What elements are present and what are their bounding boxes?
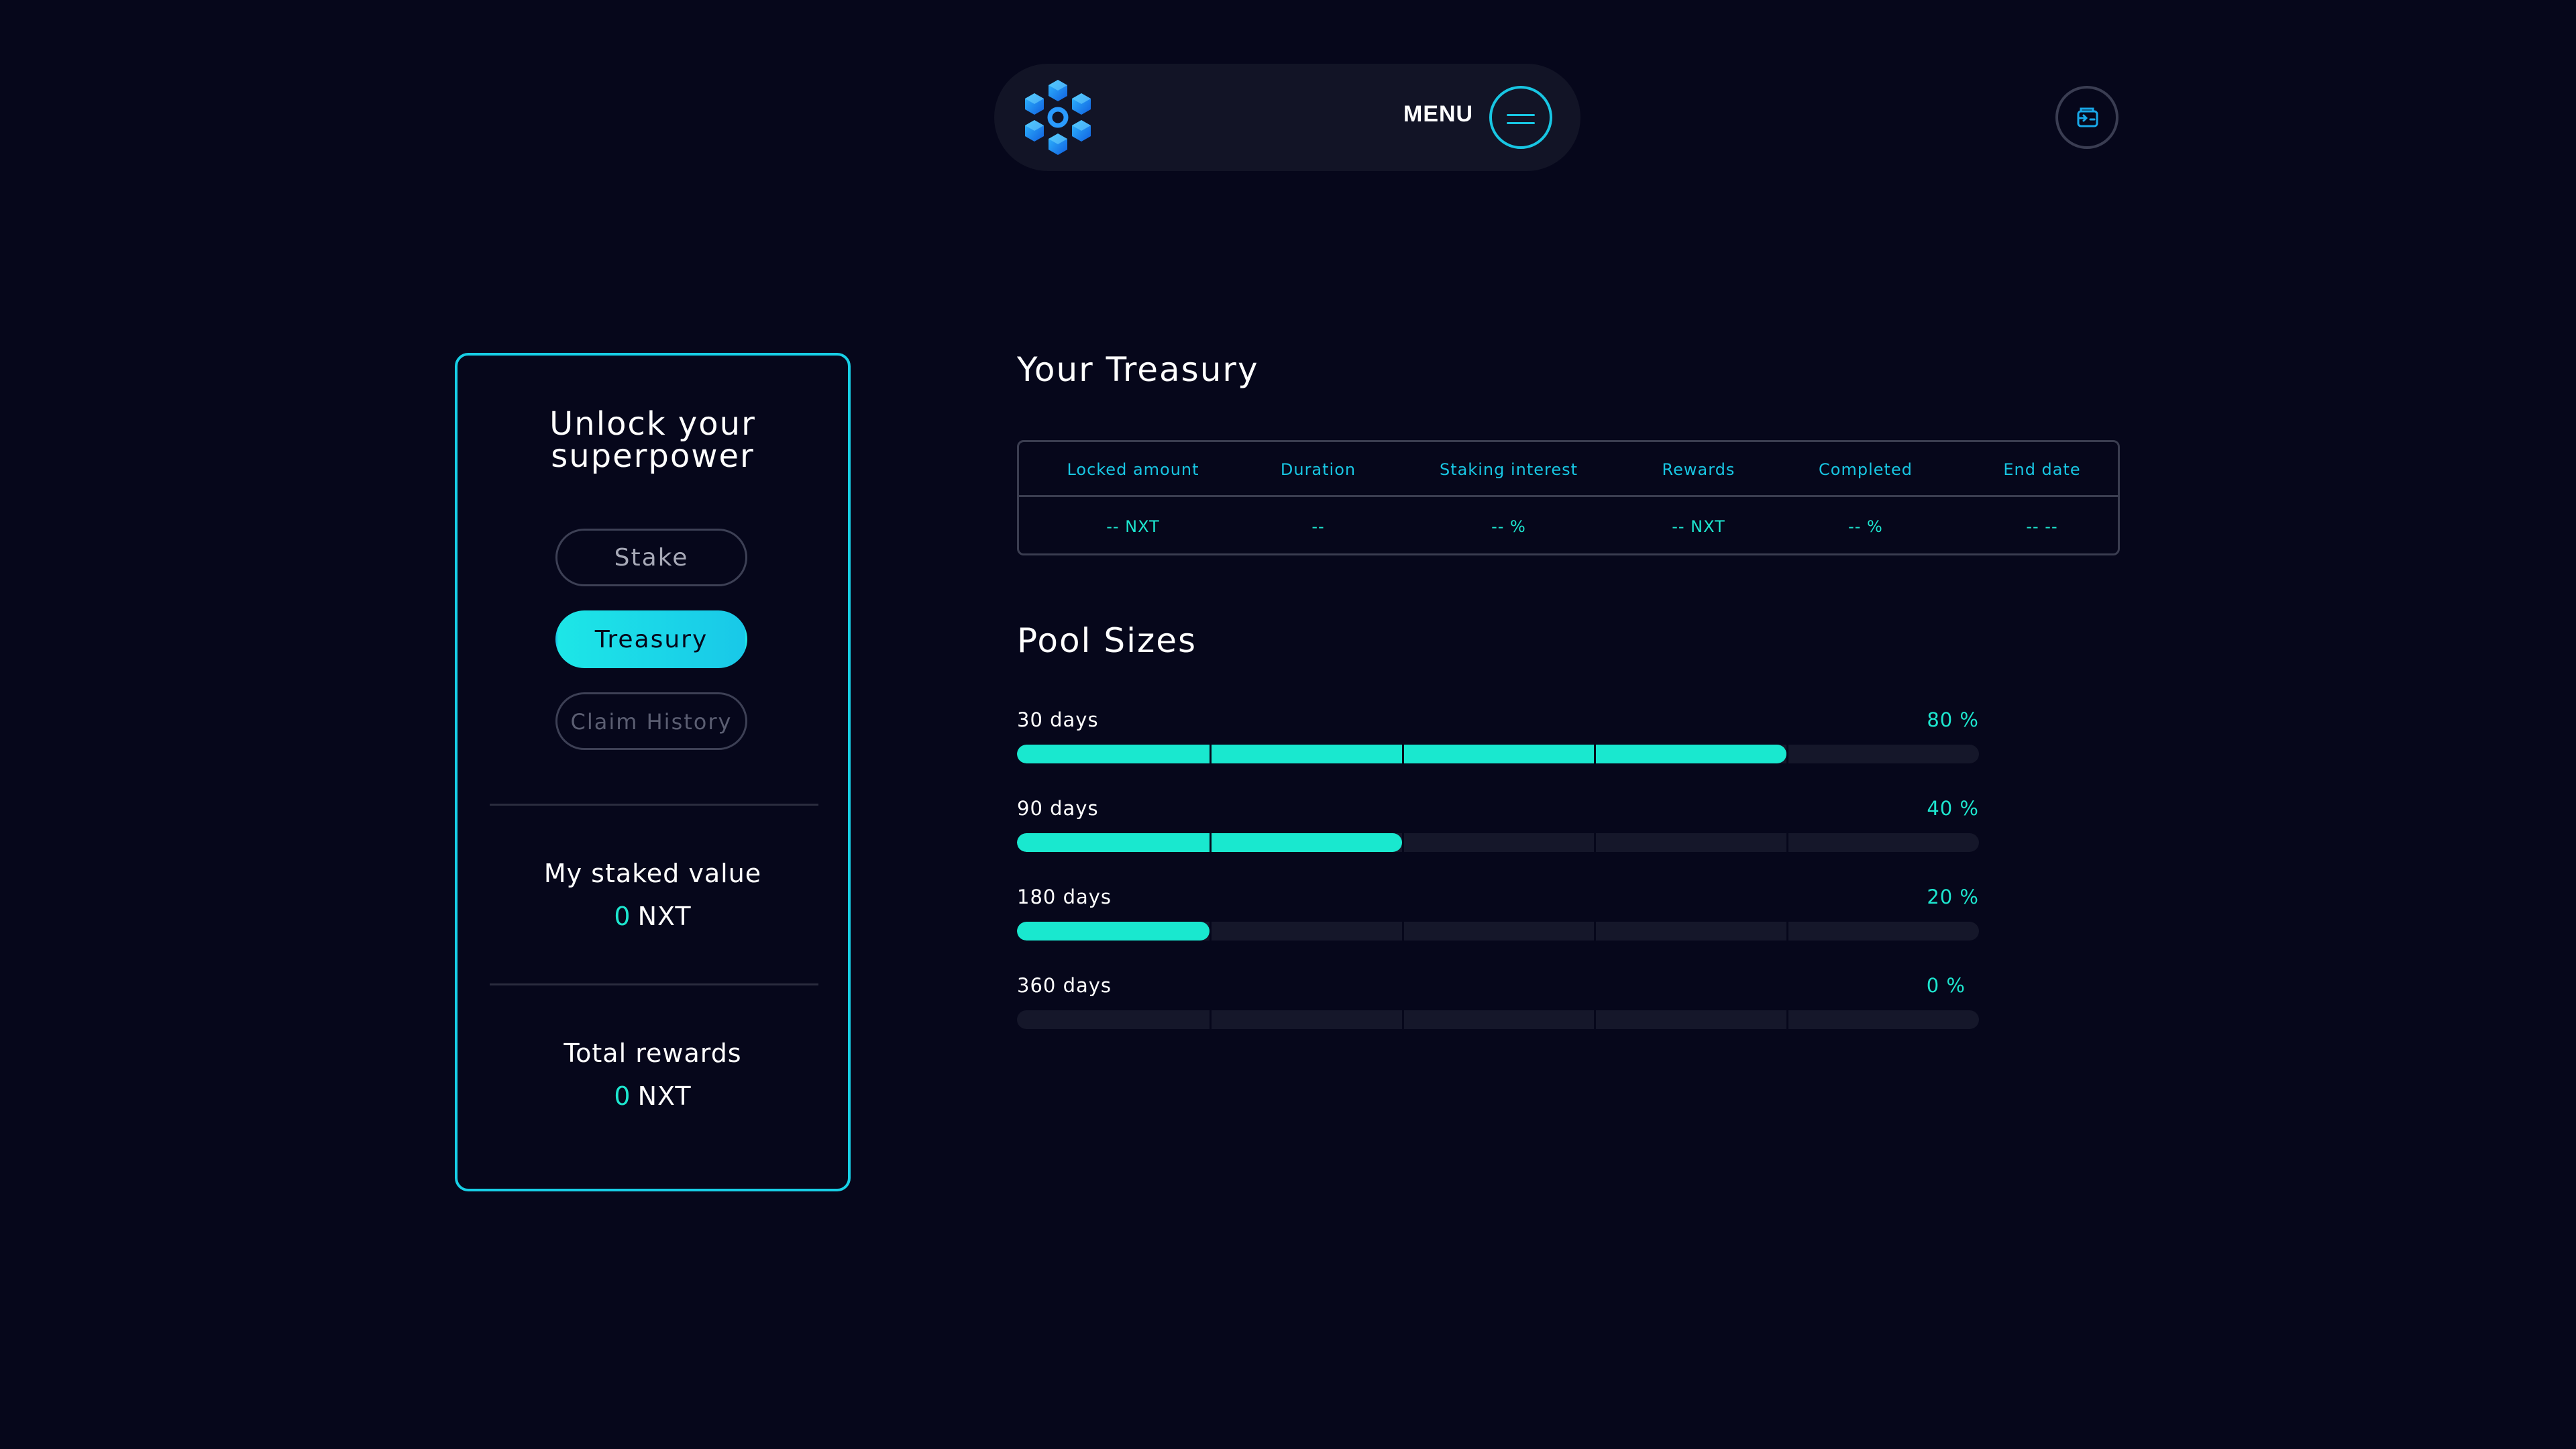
cell-rewards: -- NXT [1672, 517, 1725, 536]
table-header-row: Locked amount Duration Staking interest … [1019, 442, 2118, 497]
hamburger-icon-line [1507, 122, 1535, 124]
pool-percent: 40 % [1927, 797, 1979, 820]
column-header-completed: Completed [1819, 460, 1913, 479]
pool-progress-fill [1017, 833, 1402, 852]
cell-completed: -- % [1848, 517, 1883, 536]
hexagon-cubes-logo-icon[interactable] [1018, 77, 1098, 158]
pool-segment-separator [1594, 745, 1596, 763]
cell-end-date: -- -- [2026, 517, 2058, 536]
pool-label: 30 days [1017, 708, 1099, 731]
pool-progress-bar [1017, 1010, 1979, 1029]
pool-segment-separator [1786, 1010, 1788, 1029]
treasury-table: Locked amount Duration Staking interest … [1017, 440, 2120, 555]
staked-value-label: My staked value [543, 859, 762, 888]
pool-90-days: 90 days 40 % [1017, 797, 1979, 864]
column-header-end-date: End date [2003, 460, 2081, 479]
total-rewards-value: 0 NXT [458, 1081, 848, 1111]
wallet-icon [2077, 107, 2098, 127]
column-header-staking-interest: Staking interest [1439, 460, 1578, 479]
pool-progress-bar [1017, 922, 1979, 941]
cell-duration: -- [1311, 517, 1325, 536]
staked-value: 0 NXT [458, 902, 848, 931]
column-header-rewards: Rewards [1662, 460, 1735, 479]
treasury-section-title: Your Treasury [1017, 350, 1259, 389]
divider [490, 804, 818, 806]
pool-progress-bar [1017, 833, 1979, 852]
stake-navigation-panel: Unlock your superpower Stake Treasury Cl… [455, 353, 851, 1191]
pool-segment-separator [1594, 922, 1596, 941]
total-rewards-number: 0 [614, 1081, 631, 1111]
pool-progress-fill [1017, 922, 1210, 941]
pool-segment-separator [1594, 833, 1596, 852]
total-rewards-label: Total rewards [564, 1038, 742, 1068]
pool-segment-separator [1210, 833, 1212, 852]
pool-30-days: 30 days 80 % [1017, 708, 1979, 775]
pool-label: 180 days [1017, 885, 1112, 908]
pool-segment-separator [1786, 922, 1788, 941]
pool-progress-bar [1017, 745, 1979, 763]
pool-segment-separator [1402, 745, 1404, 763]
cell-locked-amount: -- NXT [1106, 517, 1160, 536]
pool-sizes-title: Pool Sizes [1017, 621, 1197, 660]
pool-180-days: 180 days 20 % [1017, 885, 1979, 953]
pool-segment-separator [1786, 833, 1788, 852]
column-header-locked-amount: Locked amount [1067, 460, 1199, 479]
pool-percent: 0 % [1926, 974, 1966, 997]
treasury-button[interactable]: Treasury [555, 610, 747, 668]
top-nav-bar: MENU [994, 64, 1580, 171]
pool-label: 90 days [1017, 797, 1099, 820]
table-row: -- NXT -- -- % -- NXT -- % -- -- [1019, 499, 2118, 553]
pool-segment-separator [1402, 833, 1404, 852]
cell-staking-interest: -- % [1491, 517, 1526, 536]
pool-segment-separator [1210, 922, 1212, 941]
pool-360-days: 360 days 0 % [1017, 974, 1979, 1041]
menu-button[interactable] [1489, 86, 1552, 149]
pool-label: 360 days [1017, 974, 1112, 997]
pool-segment-separator [1786, 745, 1788, 763]
wallet-button[interactable] [2055, 86, 2118, 149]
hamburger-icon [1507, 114, 1535, 116]
panel-title: Unlock your superpower [549, 405, 756, 475]
pool-progress-fill [1017, 745, 1787, 763]
staked-value-unit: NXT [637, 902, 692, 931]
total-rewards-unit: NXT [637, 1081, 692, 1111]
pool-percent: 80 % [1927, 708, 1979, 731]
pool-segment-separator [1594, 1010, 1596, 1029]
column-header-duration: Duration [1280, 460, 1356, 479]
menu-label[interactable]: MENU [1403, 101, 1474, 127]
pool-percent: 20 % [1927, 885, 1979, 908]
pool-segment-separator [1210, 745, 1212, 763]
pool-segment-separator [1402, 1010, 1404, 1029]
pool-segment-separator [1402, 922, 1404, 941]
staked-value-number: 0 [614, 902, 631, 931]
divider [490, 983, 818, 985]
stake-button[interactable]: Stake [555, 529, 747, 586]
pool-segment-separator [1210, 1010, 1212, 1029]
claim-history-button[interactable]: Claim History [555, 692, 747, 750]
